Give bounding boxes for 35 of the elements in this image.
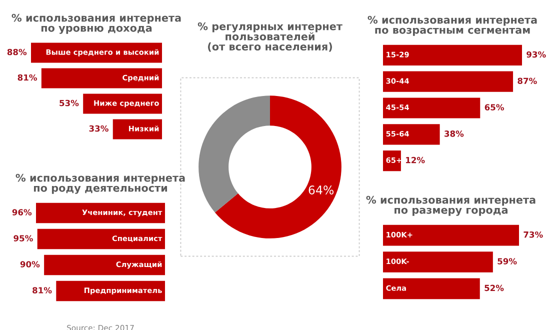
data-label: 59% [498, 258, 517, 264]
data-label: 64% [308, 186, 334, 194]
donut-slice [214, 96, 342, 238]
bar [383, 44, 522, 66]
data-label: 90% [20, 261, 40, 268]
bar [383, 71, 514, 92]
data-label: 96% [12, 209, 32, 216]
bar [37, 228, 165, 250]
data-label: 33% [89, 125, 108, 132]
donut-slice [198, 96, 270, 213]
data-label: 81% [18, 74, 37, 81]
data-label: 81% [32, 287, 52, 294]
data-label: 95% [14, 235, 33, 242]
data-label: 87% [518, 78, 537, 84]
chart-title: % регулярных интернет пользователей (от всего населения) [198, 22, 342, 52]
bar [383, 124, 440, 145]
chart-title: % использования интернета по уровню дохода [12, 14, 181, 34]
data-label: 38% [444, 130, 464, 137]
data-label: 88% [7, 48, 27, 56]
chart-title: % использования интернета по размеру города [366, 196, 536, 216]
chart-title: % использования интернета по роду деятельности [16, 174, 185, 194]
bar [44, 254, 165, 276]
bar [383, 150, 401, 172]
bar [383, 98, 480, 118]
bar [36, 202, 165, 224]
data-label: 65% [484, 104, 504, 110]
data-label: 73% [524, 231, 543, 238]
data-label: 12% [406, 156, 425, 164]
data-label: 52% [484, 284, 504, 292]
chart-title: % использования интернета по возрастным сегментам [368, 16, 537, 36]
bar [56, 280, 165, 302]
bar [112, 119, 162, 140]
data-label: 53% [60, 100, 79, 106]
data-label: 93% [526, 51, 546, 58]
bar [41, 68, 162, 88]
